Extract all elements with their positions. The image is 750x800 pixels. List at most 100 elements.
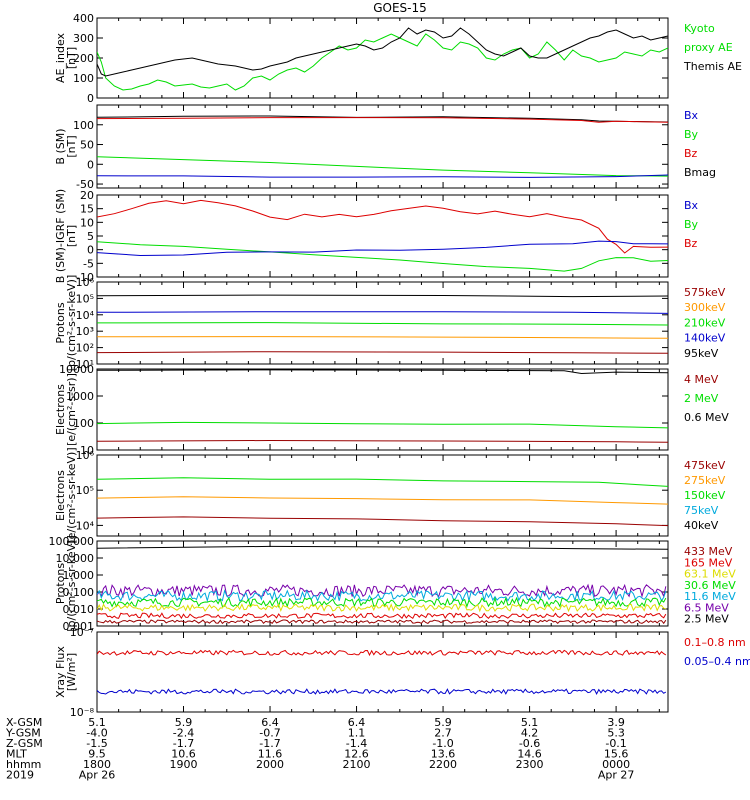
legend-entry: Kyoto xyxy=(684,22,715,35)
series-line-kyoto-proxy-ae xyxy=(97,33,668,91)
series-line-bx xyxy=(97,240,668,257)
panel-electrons-kev: 10⁴ 10⁵ 10⁶ Electrons[e/(cm²-s-sr-keV)] 475k… xyxy=(54,447,726,543)
x-row-value: -1.5 xyxy=(86,737,107,750)
legend-entry: 6.5 MeV xyxy=(684,601,729,614)
legend-entry: 0.1–0.8 nm xyxy=(684,636,746,649)
y-tick-label: 200 xyxy=(73,52,94,65)
y-tick-label: 10.000 xyxy=(56,552,95,565)
y-tick-label: 0.100 xyxy=(63,586,95,599)
y-tick-label: 10 xyxy=(80,216,94,229)
series-line-2-5-mev xyxy=(97,545,668,550)
plot-title: GOES-15 xyxy=(373,1,427,15)
y-tick-label: 10 xyxy=(80,444,94,457)
legend-entry: 575keV xyxy=(684,286,726,299)
series-line-0-6-mev xyxy=(97,369,668,375)
panel-frame xyxy=(96,631,669,713)
x-row-label: 2019 xyxy=(6,769,34,782)
y-tick-label: 0.001 xyxy=(63,620,95,633)
y-tick-label: 100 xyxy=(73,119,94,132)
series-line-11-6-mev xyxy=(97,589,667,603)
y-tick-label: 100.000 xyxy=(49,535,95,548)
x-row-value: 3.9 xyxy=(607,716,625,729)
legend-entry: 150keV xyxy=(684,489,726,502)
x-row-value: 9.5 xyxy=(88,748,106,761)
y-axis-label: Electrons xyxy=(54,384,67,435)
series-line-63-1-mev xyxy=(97,603,666,613)
y-axis-label: [nT] xyxy=(65,47,78,69)
legend-entry: 4 MeV xyxy=(684,373,719,386)
panel-protons-kev: 10¹ 10² 10³ 10⁴ 10⁵ 10⁶ Protons[p/(cm²-s-sr-ke… xyxy=(54,275,726,372)
x-row-label: MLT xyxy=(6,748,27,761)
y-tick-label: 10³ xyxy=(76,325,94,338)
legend-entry: By xyxy=(684,218,699,231)
x-row-value: Apr 27 xyxy=(598,769,635,782)
legend-entry: 0.05–0.4 nm xyxy=(684,655,750,668)
series-line-by xyxy=(97,241,668,272)
series-line-30-6-mev xyxy=(97,596,667,609)
y-axis-label: Xray Flux xyxy=(54,646,67,698)
series-line-433-mev xyxy=(97,619,667,625)
series-line-bmag xyxy=(97,115,668,123)
legend-entry: Bz xyxy=(684,237,698,250)
y-tick-label: -10 xyxy=(76,271,94,284)
series-line-150kev xyxy=(97,477,668,487)
series-line-bz xyxy=(97,199,668,254)
x-row-value: 6.4 xyxy=(261,716,279,729)
y-axis-label: [W/m²] xyxy=(65,653,78,691)
y-axis-label: [e/(cm²-s-sr-keV)] xyxy=(65,447,78,543)
series-line-0-05-0-4-nm xyxy=(97,688,667,696)
y-axis-label: Electrons xyxy=(54,470,67,521)
y-tick-label: 10⁵ xyxy=(76,484,94,497)
legend-entry: 0.6 MeV xyxy=(684,411,729,424)
x-row-value: 15.6 xyxy=(604,748,629,761)
legend-entry: 40keV xyxy=(684,519,719,532)
y-axis-label: AE_index xyxy=(54,32,67,83)
panel-frame xyxy=(96,368,669,451)
legend-entry: 11.6 MeV xyxy=(684,590,736,603)
x-row-value: -1.4 xyxy=(346,737,367,750)
y-tick-label: 0.010 xyxy=(63,603,95,616)
x-row-value: -1.7 xyxy=(259,737,280,750)
series-line-140kev xyxy=(97,311,668,314)
y-tick-label: 100 xyxy=(73,417,94,430)
legend-entry: 433 MeV xyxy=(684,545,733,558)
y-axis-label: B (SM)-IGRF (SM) xyxy=(54,189,67,283)
y-tick-label: 1000 xyxy=(66,390,94,403)
x-row-value: 5.1 xyxy=(521,716,539,729)
panel-frame xyxy=(96,454,669,537)
x-row-label: Z-GSM xyxy=(6,737,43,750)
y-tick-label: 0 xyxy=(87,92,94,105)
y-axis-label: Protons xyxy=(54,563,67,604)
y-axis-label: [nT] xyxy=(65,225,78,247)
series-line-95kev xyxy=(97,294,668,298)
legend-entry: 95keV xyxy=(684,347,719,360)
x-row-value: -4.0 xyxy=(86,727,107,740)
y-tick-label: 15 xyxy=(80,203,94,216)
y-tick-label: 10¹ xyxy=(76,358,94,371)
x-row-value: -2.4 xyxy=(173,727,194,740)
x-row-value: Apr 26 xyxy=(79,769,116,782)
panel-bsm: -50 0 50 100 B (SM)[nT] Bx By Bz Bmag xyxy=(54,104,716,191)
legend-entry: 2.5 MeV xyxy=(684,613,729,626)
y-axis-label: B (SM) xyxy=(54,128,67,164)
y-tick-label: 0 xyxy=(87,244,94,257)
y-axis-label: [e/(cm²-s-sr)] xyxy=(65,373,78,446)
panel-frame xyxy=(96,281,669,365)
x-row-value: -0.6 xyxy=(519,737,540,750)
y-tick-label: 10⁶ xyxy=(76,449,95,462)
x-row-value: 5.9 xyxy=(175,716,193,729)
x-row-value: 5.9 xyxy=(434,716,452,729)
legend-entry: 275keV xyxy=(684,474,726,487)
y-tick-label: 10² xyxy=(76,342,94,355)
series-line-bz xyxy=(97,117,668,123)
x-row-value: 2300 xyxy=(516,758,544,771)
series-line-0-1-0-8-nm xyxy=(97,649,667,657)
x-row-value: 1900 xyxy=(170,758,198,771)
series-line-575kev xyxy=(97,351,668,354)
legend-entry: 30.6 MeV xyxy=(684,579,736,592)
x-row-label: Y-GSM xyxy=(5,727,41,740)
y-tick-label: 300 xyxy=(73,32,94,45)
x-row-value: 0000 xyxy=(602,758,630,771)
